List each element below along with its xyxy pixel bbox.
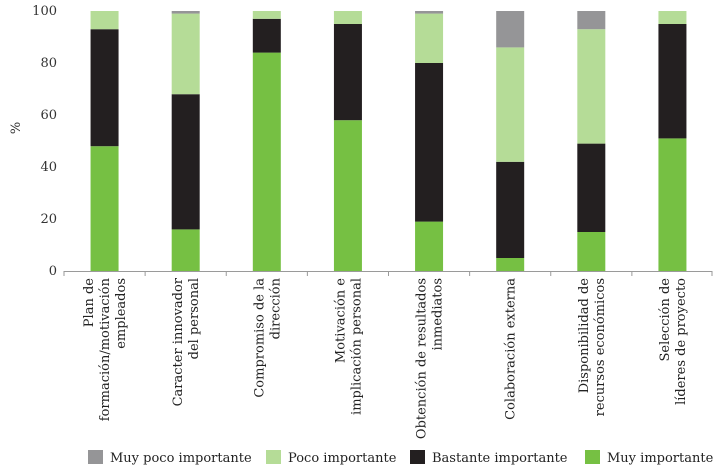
category-label-line: recursos económicos [593,278,608,416]
bar-segment [658,11,687,24]
y-tick-label: 0 [49,264,57,279]
y-tick-label: 40 [40,160,57,175]
category-label: Plan de formación/motivación empleados [82,277,129,421]
legend-item: Poco importante [266,450,397,466]
legend-label: Muy poco importante [110,451,252,466]
category-label: Caracter innovador del personal [171,277,202,406]
bar-segment [658,24,687,139]
category-label: Selección de líderes de proyecto [658,278,689,405]
bar-segment [415,63,444,222]
y-tick-label: 80 [40,56,57,71]
legend-swatch [88,450,103,464]
bar-segment [333,24,362,121]
bar-segment [415,11,444,14]
category-label-line: líderes de proyecto [674,278,689,405]
category-label-line: Motivación e [333,278,348,363]
legend-swatch [410,450,425,464]
category-label-line: Compromiso de la [252,278,267,398]
x-axis-ticks [63,271,713,276]
legend-item: Muy poco importante [88,450,252,466]
bar-segment [171,229,200,271]
bar-segment [577,232,606,271]
category-label-line: del personal [187,278,202,359]
category-label-line: Obtención de resultados [415,278,430,439]
bar-segment [333,11,362,24]
bar-segment [90,29,119,147]
bar-segment [577,29,606,144]
bar-segment [415,13,444,64]
legend-label: Muy importante [607,451,713,466]
category-labels: Plan de formación/motivación empleados Cara… [82,277,689,439]
bar-segment [496,11,525,48]
legend: Muy poco importante Poco importante Bastan… [88,450,713,466]
category-label: Disponibilidad de recursos económicos [577,278,608,417]
y-tick-label: 60 [40,108,57,123]
bar-segment [171,13,200,95]
bar-segment [90,11,119,30]
y-axis-label: % [9,122,24,134]
category-label: Motivación e implicación personal [333,278,364,415]
y-axis-ticks: 0 20 40 60 80 100 [32,4,57,279]
bar-segment [415,221,444,271]
bar-stacks [90,11,687,271]
bar-segment [171,94,200,230]
bar-segment [90,146,119,271]
category-label-line: formación/motivación [98,277,113,421]
category-label-line: dirección [268,277,283,339]
y-tick-label: 20 [40,212,57,227]
legend-label: Poco importante [288,451,397,466]
category-label-line: empleados [114,278,129,349]
category-label-line: Selección de [658,278,673,362]
bar-segment [577,11,606,30]
bar-segment [496,161,525,258]
category-label: Colaboración externa [504,278,519,420]
category-label-line: Colaboración externa [504,278,519,420]
bar-segment [496,258,525,271]
bar-segment [496,47,525,162]
bar-segment [252,11,281,19]
y-tick-label: 100 [32,4,57,19]
category-label-line: Disponibilidad de [577,278,592,394]
category-label: Compromiso de la dirección [252,277,283,397]
bar-segment [252,52,281,271]
category-label-line: Plan de [82,278,97,327]
category-label-line: implicación personal [349,278,364,415]
legend-swatch [585,450,600,464]
legend-swatch [266,450,281,464]
legend-item: Muy importante [585,450,713,466]
category-label-line: inmediatos [431,278,446,351]
bar-segment [577,143,606,232]
legend-item: Bastante importante [410,450,568,466]
legend-label: Bastante importante [432,451,568,466]
bar-segment [252,18,281,53]
bar-segment [333,120,362,271]
bar-segment [658,138,687,271]
bar-segment [171,11,200,14]
category-label-line: Caracter innovador [171,277,186,406]
category-label: Obtención de resultados inmediatos [415,278,446,439]
